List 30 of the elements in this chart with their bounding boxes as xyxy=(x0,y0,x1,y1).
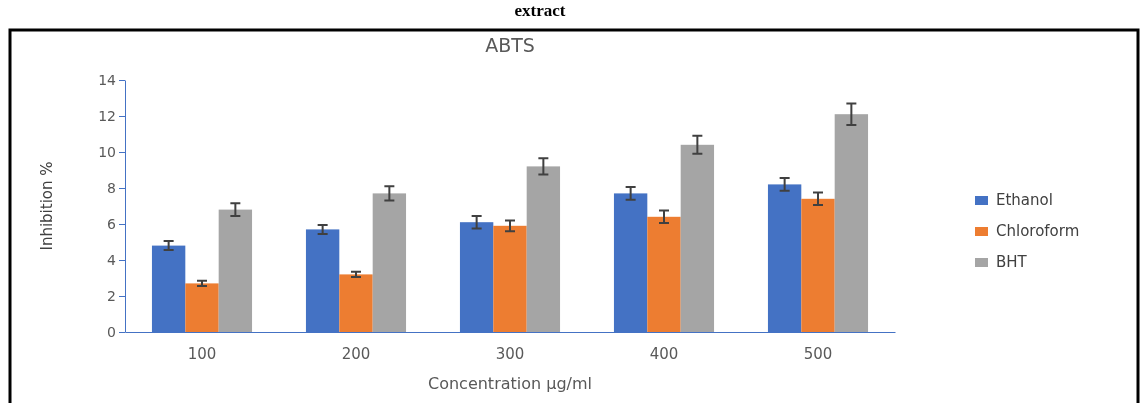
x-axis-title: Concentration µg/ml xyxy=(427,374,593,393)
bar xyxy=(647,216,681,332)
bar xyxy=(834,114,869,332)
y-tick-label: 6 xyxy=(107,215,117,232)
x-tick-label: 300 xyxy=(495,345,525,363)
y-tick-label: 14 xyxy=(98,71,117,88)
chart-title: ABTS xyxy=(485,34,535,56)
legend-label: Ethanol xyxy=(996,191,1053,209)
x-tick-label: 500 xyxy=(803,345,833,363)
x-tick-label: 200 xyxy=(341,345,371,363)
bar xyxy=(680,144,715,332)
bar xyxy=(218,209,253,332)
y-axis-title: Inhibition % xyxy=(38,161,56,251)
bar xyxy=(493,225,527,332)
y-tick-label: 4 xyxy=(107,251,117,268)
bar xyxy=(185,283,219,332)
x-tick-label: 400 xyxy=(649,345,679,363)
bar xyxy=(801,198,835,332)
legend-label: BHT xyxy=(996,253,1028,271)
y-tick-label: 10 xyxy=(98,143,116,160)
y-tick-label: 0 xyxy=(107,323,116,340)
text: extract xyxy=(514,1,566,20)
legend-label: Chloroform xyxy=(996,222,1080,240)
x-tick-label: 100 xyxy=(187,345,217,363)
y-tick-label: 8 xyxy=(107,179,116,196)
bar xyxy=(372,193,407,332)
bar xyxy=(339,274,373,332)
y-tick-label: 2 xyxy=(107,287,116,304)
y-tick-label: 12 xyxy=(98,107,116,124)
bar xyxy=(526,166,561,332)
